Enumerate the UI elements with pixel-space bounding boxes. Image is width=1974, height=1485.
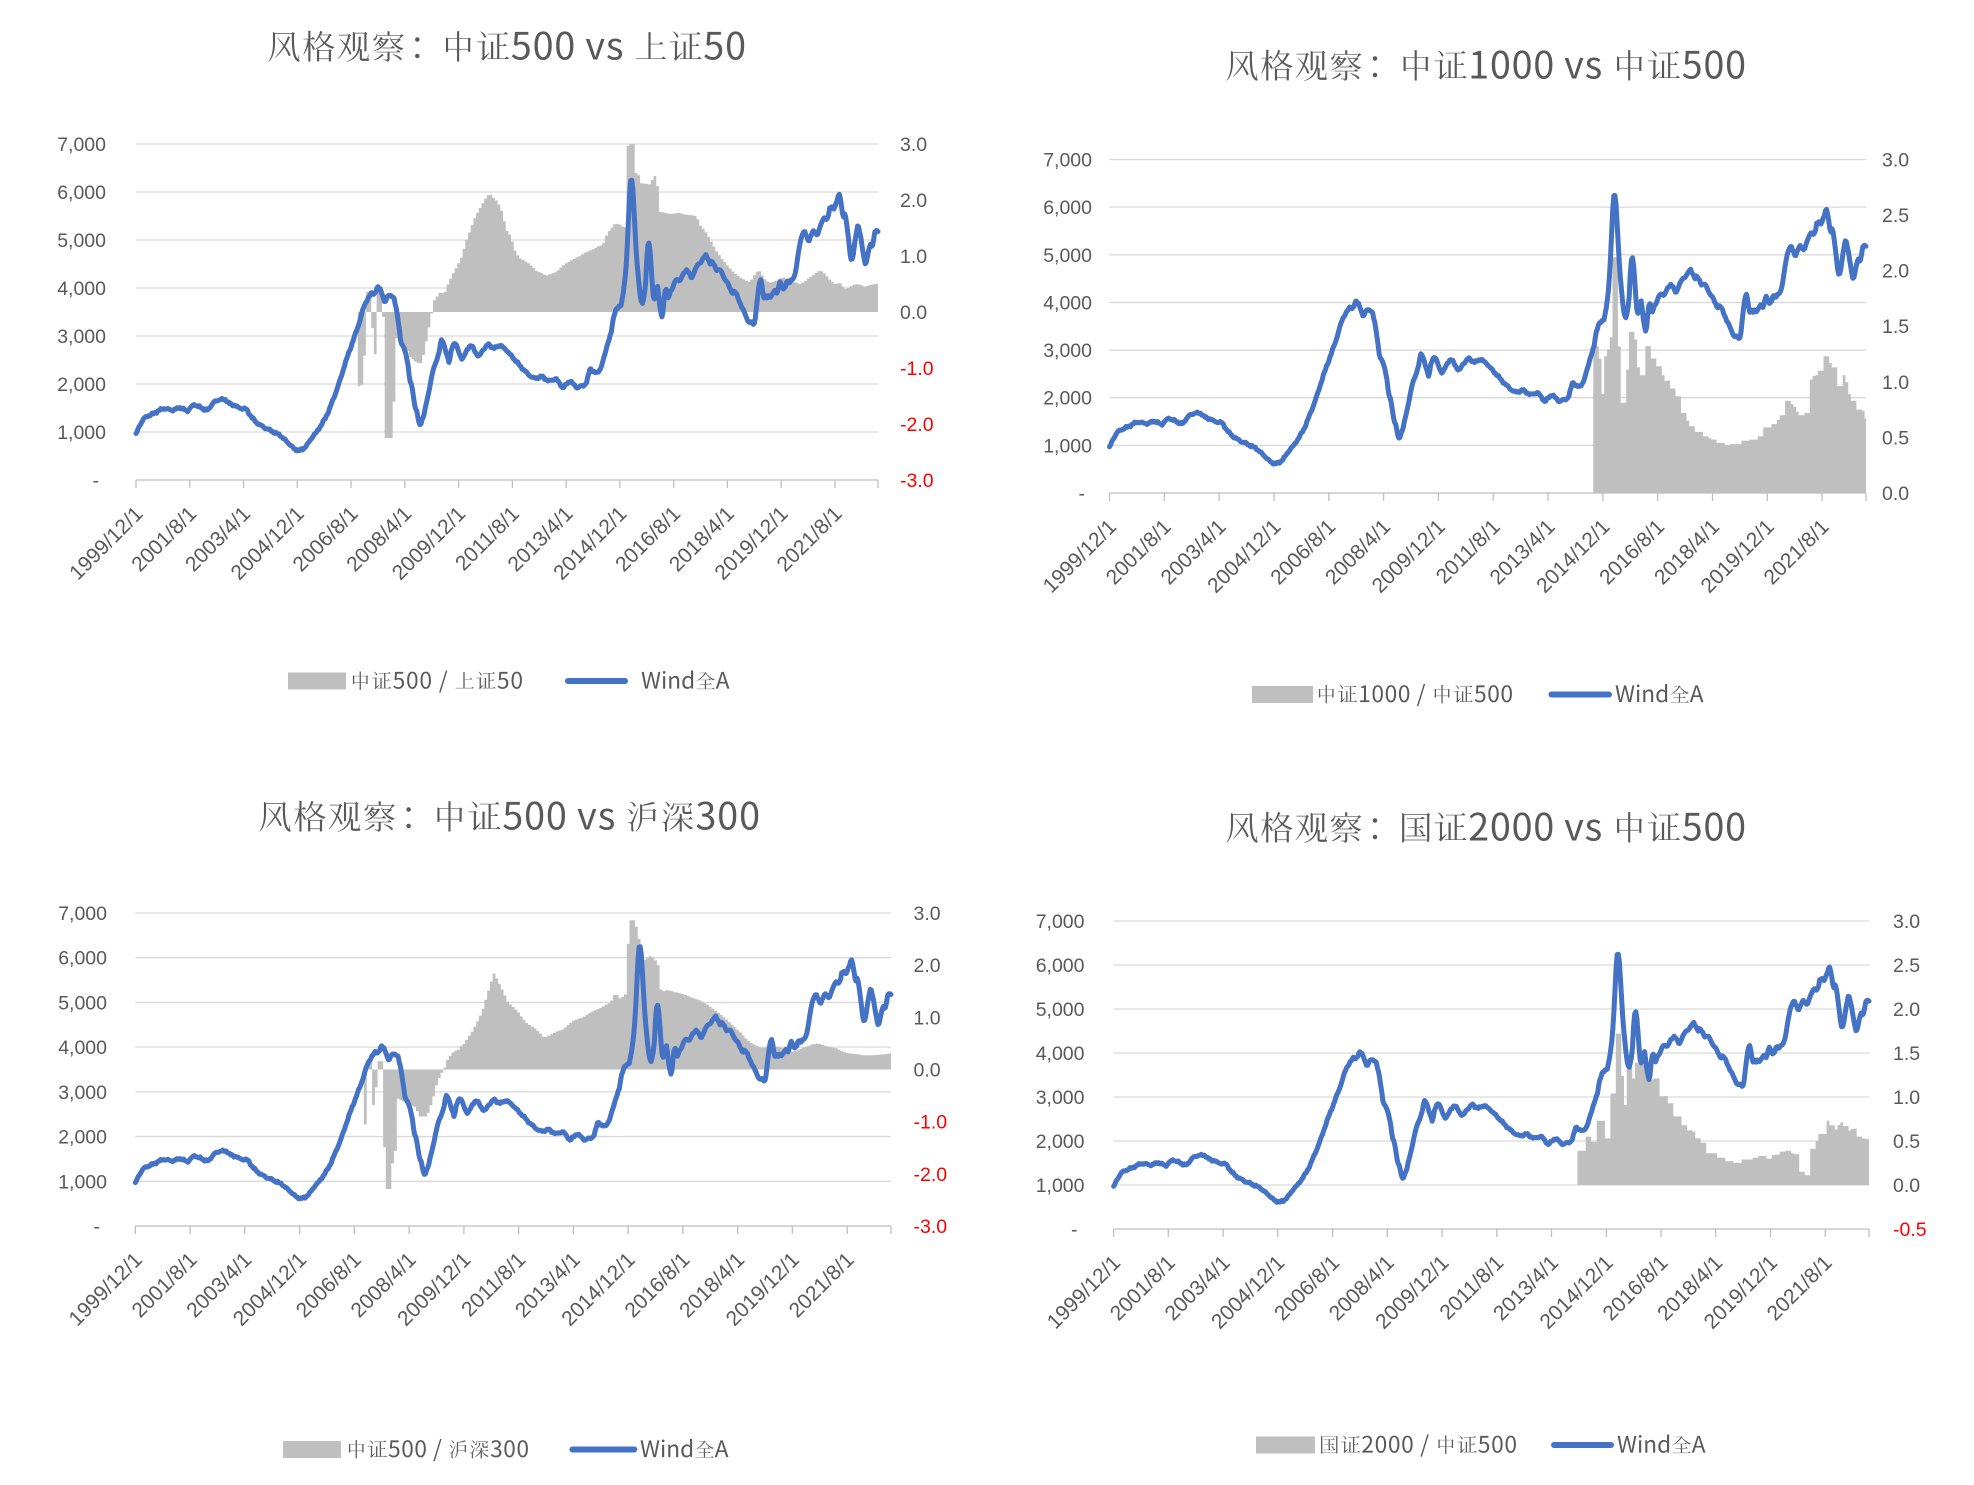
- svg-text:5,000: 5,000: [57, 230, 106, 252]
- svg-text:-2.0: -2.0: [900, 414, 934, 436]
- svg-text:2.5: 2.5: [1893, 955, 1920, 977]
- svg-text:4,000: 4,000: [58, 1037, 107, 1059]
- svg-text:3.0: 3.0: [914, 903, 941, 925]
- svg-text:0.5: 0.5: [1893, 1131, 1920, 1153]
- svg-text:5,000: 5,000: [58, 992, 107, 1014]
- svg-text:7,000: 7,000: [1036, 911, 1085, 933]
- svg-text:4,000: 4,000: [1036, 1043, 1085, 1065]
- svg-text:1.5: 1.5: [1893, 1043, 1920, 1065]
- svg-text:1.0: 1.0: [1893, 1087, 1920, 1109]
- svg-text:5,000: 5,000: [1043, 245, 1092, 267]
- svg-text:7,000: 7,000: [58, 903, 107, 925]
- svg-text:6,000: 6,000: [1043, 197, 1092, 219]
- svg-text:2.0: 2.0: [914, 955, 941, 977]
- svg-text:2.0: 2.0: [1893, 999, 1920, 1021]
- svg-text:1.0: 1.0: [1882, 372, 1909, 394]
- svg-text:1,000: 1,000: [57, 422, 106, 444]
- svg-text:-2.0: -2.0: [914, 1164, 948, 1186]
- svg-text:3.0: 3.0: [1882, 150, 1909, 172]
- svg-text:-: -: [94, 1216, 101, 1238]
- svg-text:-1.0: -1.0: [914, 1112, 948, 1134]
- svg-text:-3.0: -3.0: [914, 1216, 948, 1238]
- svg-text:2.0: 2.0: [900, 190, 927, 212]
- svg-text:4,000: 4,000: [57, 278, 106, 300]
- svg-text:2,000: 2,000: [58, 1127, 107, 1149]
- svg-text:-3.0: -3.0: [900, 470, 934, 492]
- svg-text:3,000: 3,000: [58, 1082, 107, 1104]
- svg-text:1,000: 1,000: [58, 1171, 107, 1193]
- svg-text:0.5: 0.5: [1882, 427, 1909, 449]
- svg-text:3,000: 3,000: [57, 326, 106, 348]
- svg-text:6,000: 6,000: [57, 182, 106, 204]
- svg-text:-: -: [93, 470, 100, 492]
- svg-text:1.0: 1.0: [900, 246, 927, 268]
- svg-text:4,000: 4,000: [1043, 292, 1092, 314]
- svg-text:-: -: [1071, 1219, 1078, 1241]
- svg-text:5,000: 5,000: [1036, 999, 1085, 1021]
- svg-text:0.0: 0.0: [900, 302, 927, 324]
- svg-text:1.5: 1.5: [1882, 316, 1909, 338]
- svg-text:6,000: 6,000: [1036, 955, 1085, 977]
- svg-text:3,000: 3,000: [1036, 1087, 1085, 1109]
- svg-text:7,000: 7,000: [57, 134, 106, 156]
- svg-text:-1.0: -1.0: [900, 358, 934, 380]
- svg-text:6,000: 6,000: [58, 948, 107, 970]
- svg-text:3,000: 3,000: [1043, 340, 1092, 362]
- svg-text:-0.5: -0.5: [1893, 1219, 1927, 1241]
- svg-text:7,000: 7,000: [1043, 150, 1092, 172]
- svg-text:0.0: 0.0: [914, 1060, 941, 1082]
- svg-text:2.0: 2.0: [1882, 261, 1909, 283]
- svg-text:0.0: 0.0: [1882, 483, 1909, 505]
- svg-text:2.5: 2.5: [1882, 205, 1909, 227]
- svg-text:2,000: 2,000: [57, 374, 106, 396]
- svg-text:-: -: [1079, 483, 1086, 505]
- svg-text:3.0: 3.0: [1893, 911, 1920, 933]
- svg-text:1,000: 1,000: [1043, 435, 1092, 457]
- svg-text:3.0: 3.0: [900, 134, 927, 156]
- svg-text:1,000: 1,000: [1036, 1175, 1085, 1197]
- svg-text:2,000: 2,000: [1036, 1131, 1085, 1153]
- svg-text:2,000: 2,000: [1043, 388, 1092, 410]
- svg-text:1.0: 1.0: [914, 1007, 941, 1029]
- svg-text:0.0: 0.0: [1893, 1175, 1920, 1197]
